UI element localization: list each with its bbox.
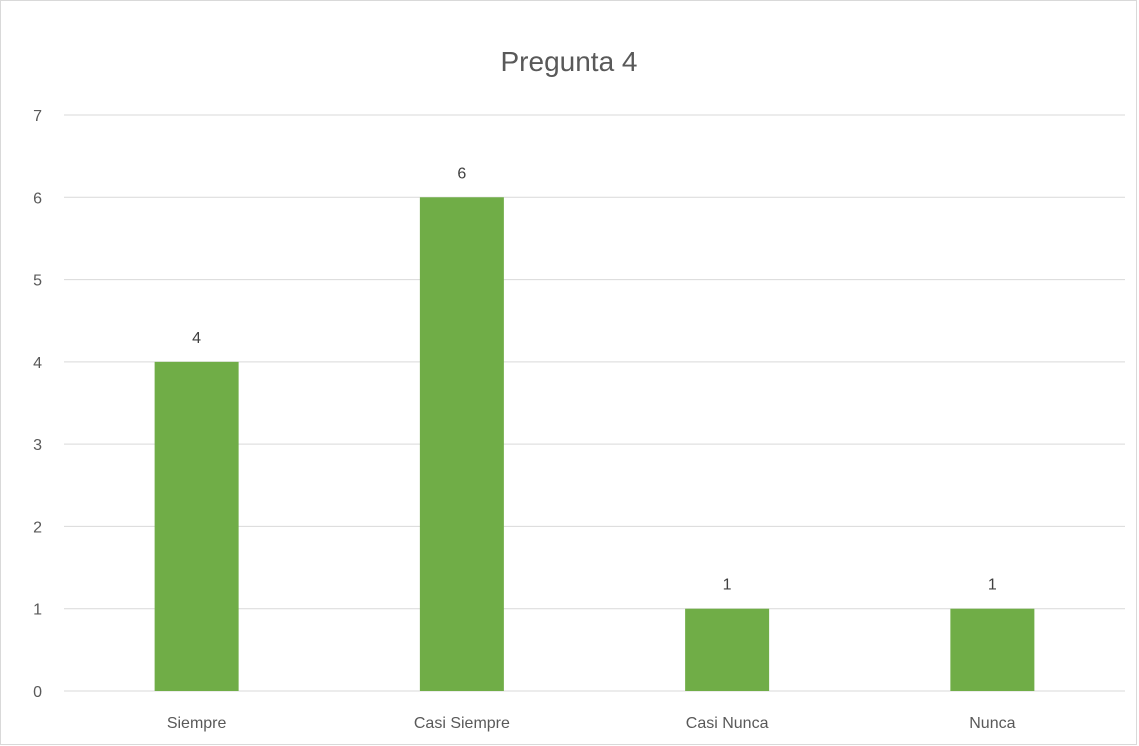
chart-title: Pregunta 4 <box>501 46 638 77</box>
x-axis-tick-labels: Siempre Casi Siempre Casi Nunca Nunca <box>167 715 1016 732</box>
data-labels: 4 6 1 1 <box>192 165 997 593</box>
bar-siempre <box>154 361 239 691</box>
y-axis-tick-labels: 0 1 2 3 4 5 6 7 <box>33 108 42 701</box>
y-tick-label: 3 <box>33 437 42 454</box>
gridlines <box>64 114 1125 692</box>
data-label: 1 <box>723 577 732 594</box>
bar-casi-siempre <box>419 197 504 692</box>
y-tick-label: 5 <box>33 273 42 290</box>
data-label: 6 <box>457 165 466 182</box>
y-tick-label: 7 <box>33 108 42 125</box>
y-tick-label: 0 <box>33 684 42 701</box>
y-tick-label: 2 <box>33 519 42 536</box>
y-tick-label: 4 <box>33 355 42 372</box>
bar-nunca <box>950 608 1035 691</box>
data-label: 1 <box>988 577 997 594</box>
x-tick-label: Casi Siempre <box>414 715 510 732</box>
bars <box>154 197 1035 692</box>
x-tick-label: Casi Nunca <box>686 715 769 732</box>
x-tick-label: Nunca <box>969 715 1015 732</box>
data-label: 4 <box>192 330 201 347</box>
y-tick-label: 1 <box>33 602 42 619</box>
bar-casi-nunca <box>685 608 770 691</box>
x-tick-label: Siempre <box>167 715 227 732</box>
y-tick-label: 6 <box>33 190 42 207</box>
